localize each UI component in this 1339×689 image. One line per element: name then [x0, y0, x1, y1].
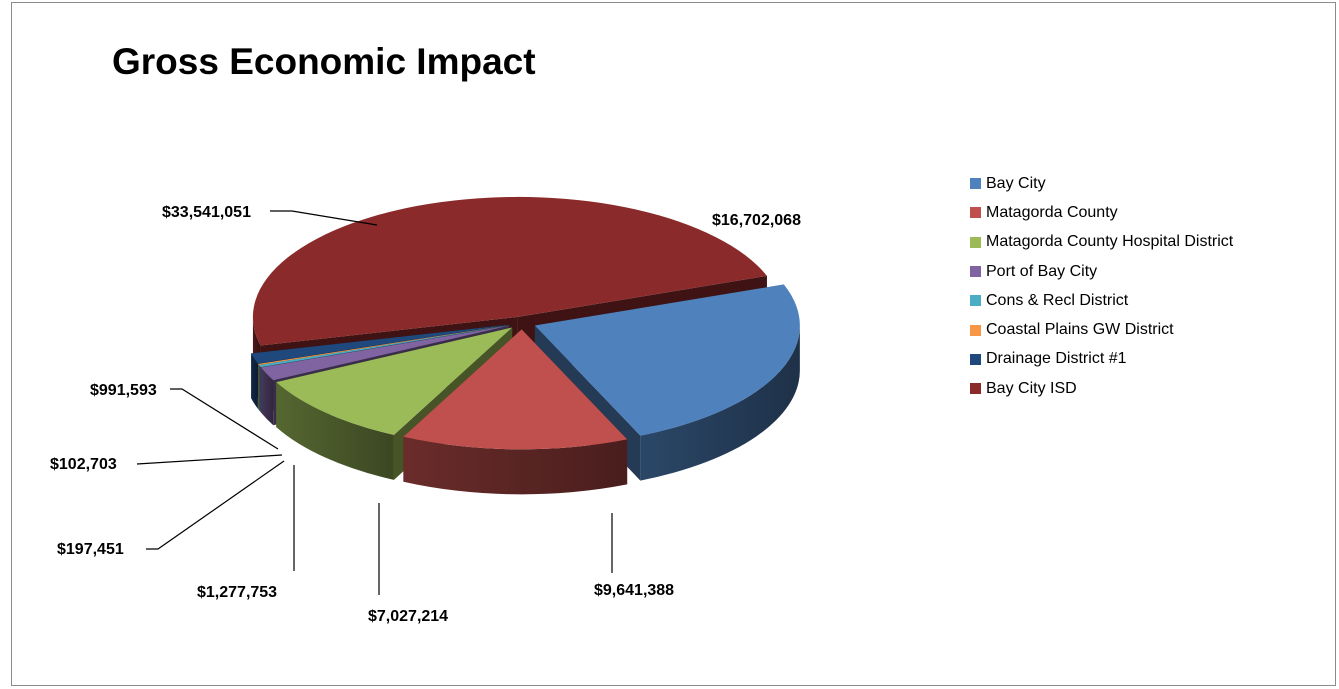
- legend-swatch: [970, 207, 981, 219]
- legend-item: Bay City: [970, 169, 1233, 198]
- legend-swatch: [970, 266, 981, 278]
- data-label: $16,702,068: [712, 212, 801, 229]
- legend-label: Matagorda County Hospital District: [986, 233, 1234, 251]
- pie-slice-side: [403, 436, 628, 495]
- legend-swatch: [970, 236, 981, 248]
- leader-line: [170, 388, 279, 450]
- chart-title: Gross Economic Impact: [112, 41, 536, 82]
- legend-item: Port of Bay City: [970, 257, 1233, 286]
- pie-slice: [276, 327, 513, 435]
- data-label: $102,703: [50, 456, 117, 473]
- legend-swatch: [970, 324, 981, 336]
- pie-slice-side: [276, 382, 394, 480]
- data-label: $1,277,753: [197, 584, 277, 601]
- leader-line: [270, 210, 378, 226]
- legend-swatch: [970, 353, 981, 365]
- pie-slice-side: [640, 325, 800, 481]
- pie-slice: [251, 324, 509, 364]
- legend: Bay City Matagorda County Matagorda County…: [970, 169, 1233, 403]
- chart-area: Gross Economic Impact $16,702,068 $9,641,…: [11, 2, 1336, 686]
- data-label: $33,541,051: [162, 204, 251, 221]
- pie-slice: [403, 329, 628, 450]
- pie-chart: $16,702,068 $9,641,388 $7,027,214 $1,277,75…: [50, 196, 801, 625]
- pie-slice-side: [258, 365, 261, 413]
- legend-swatch: [970, 178, 981, 190]
- legend-item: Cons & Recl District: [970, 286, 1233, 315]
- pie-slice: [534, 284, 800, 436]
- pie-slice-side: [260, 367, 274, 426]
- legend-label: Bay City ISD: [986, 379, 1077, 397]
- legend-item: Matagorda County: [970, 198, 1233, 227]
- data-label: $197,451: [57, 541, 124, 558]
- legend-label: Coastal Plains GW District: [986, 321, 1174, 339]
- legend-item: Bay City ISD: [970, 374, 1233, 403]
- legend-swatch: [970, 383, 981, 395]
- legend-label: Matagorda County: [986, 203, 1118, 221]
- pie-slice-side: [258, 363, 259, 411]
- leader-line: [136, 454, 283, 465]
- legend-label: Cons & Recl District: [986, 291, 1129, 309]
- leader-line: [146, 460, 285, 550]
- pie-slice: [260, 325, 510, 381]
- data-label: $991,593: [90, 382, 157, 399]
- pie-slice: [252, 196, 767, 346]
- data-label: $7,027,214: [368, 608, 448, 625]
- legend-swatch: [970, 295, 981, 307]
- legend-item: Coastal Plains GW District: [970, 315, 1233, 344]
- pie-slice: [258, 325, 509, 368]
- legend-item: Drainage District #1: [970, 345, 1233, 374]
- legend-label: Bay City: [986, 174, 1046, 192]
- data-label: $9,641,388: [594, 582, 674, 599]
- legend-item: Matagorda County Hospital District: [970, 228, 1233, 257]
- pie-slice: [258, 325, 509, 366]
- pie-slice-side: [251, 353, 258, 409]
- legend-label: Port of Bay City: [986, 262, 1098, 280]
- legend-label: Drainage District #1: [986, 350, 1127, 368]
